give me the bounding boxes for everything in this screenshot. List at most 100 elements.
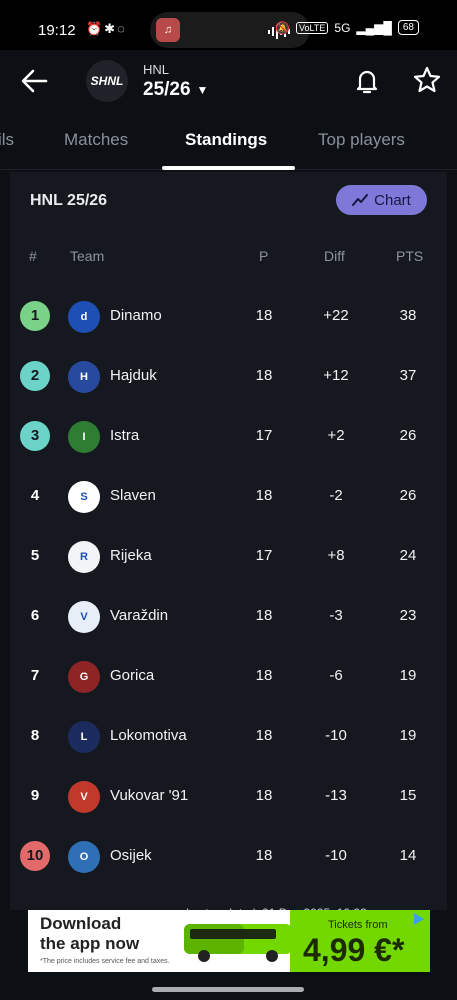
played-value: 18: [255, 667, 273, 684]
points-value: 14: [399, 847, 417, 864]
table-row[interactable]: 5 R Rijeka 17 +8 24: [10, 525, 447, 585]
tab-standings[interactable]: Standings: [185, 130, 268, 149]
table-row[interactable]: 7 G Gorica 18 -6 19: [10, 645, 447, 705]
standings-title: HNL 25/26: [30, 192, 108, 209]
played-value: 18: [255, 727, 273, 744]
status-time: 19:12: [38, 22, 76, 39]
position-badge: 1: [20, 301, 50, 331]
diff-value: +8: [327, 547, 345, 564]
lokomotiva-crest-icon: L: [68, 721, 100, 753]
tab-bar: ils Matches Standings Top players: [0, 112, 457, 170]
played-value: 17: [255, 547, 273, 564]
league-logo: SHNL: [86, 60, 128, 102]
played-value: 18: [255, 367, 273, 384]
back-arrow-icon[interactable]: [18, 64, 52, 98]
team-name: Dinamo: [110, 307, 162, 324]
chart-button-label: Chart: [374, 191, 411, 209]
position-badge: 10: [20, 841, 50, 871]
dynamic-island: ♫: [150, 12, 310, 48]
bell-icon[interactable]: [352, 66, 382, 96]
played-value: 18: [255, 847, 273, 864]
table-row[interactable]: 6 V Varaždin 18 -3 23: [10, 585, 447, 645]
col-diff: Diff: [324, 248, 345, 264]
ad-banner[interactable]: Download the app now *The price includes…: [28, 910, 430, 972]
points-value: 26: [399, 427, 417, 444]
played-value: 18: [255, 307, 273, 324]
team-name: Varaždin: [110, 607, 169, 624]
position-badge: 3: [20, 421, 50, 451]
table-row[interactable]: 4 S Slaven 18 -2 26: [10, 465, 447, 525]
slaven-crest-icon: S: [68, 481, 100, 513]
points-value: 38: [399, 307, 417, 324]
played-value: 18: [255, 487, 273, 504]
network-label: 5G: [334, 20, 351, 35]
home-indicator[interactable]: [152, 987, 304, 992]
diff-value: -3: [329, 607, 343, 624]
table-header: # Team P Diff PTS: [10, 244, 447, 268]
status-right-icons: 🔕 VoLTE 5G ▂▄▆█ 68: [275, 20, 419, 35]
position-badge: 2: [20, 361, 50, 391]
diff-value: -10: [325, 847, 347, 864]
hajduk-crest-icon: H: [68, 361, 100, 393]
team-name: Rijeka: [110, 547, 152, 564]
team-name: Istra: [110, 427, 140, 444]
ad-fineprint: *The price includes service fee and taxe…: [40, 958, 170, 965]
col-pos: #: [29, 248, 37, 264]
table-row[interactable]: 10 O Osijek 18 -10 14: [10, 825, 447, 885]
table-row[interactable]: 1 d Dinamo 18 +22 38: [10, 285, 447, 345]
diff-value: -2: [329, 487, 343, 504]
table-row[interactable]: 9 V Vukovar '91 18 -13 15: [10, 765, 447, 825]
played-value: 18: [255, 607, 273, 624]
ad-headline: Download the app now: [40, 914, 139, 954]
app-header: SHNL HNL 25/26 ▼: [0, 50, 457, 112]
mute-icon: 🔕: [275, 20, 291, 35]
app-icon: ♫: [156, 18, 180, 42]
tab-top-players[interactable]: Top players: [318, 130, 405, 149]
table-row[interactable]: 3 I Istra 17 +2 26: [10, 405, 447, 465]
points-value: 19: [399, 667, 417, 684]
col-played: P: [259, 248, 269, 264]
league-code: HNL: [143, 62, 170, 77]
audio-wave-icon: [268, 23, 298, 39]
team-name: Lokomotiva: [110, 727, 187, 744]
team-name: Slaven: [110, 487, 156, 504]
status-left-icons: ⏰✱◌: [86, 21, 127, 36]
team-name: Osijek: [110, 847, 152, 864]
volte-badge: VoLTE: [296, 21, 329, 34]
star-icon[interactable]: [412, 65, 442, 95]
position-badge: 4: [30, 487, 40, 504]
points-value: 23: [399, 607, 417, 624]
played-value: 17: [255, 427, 273, 444]
tab-details[interactable]: ils: [0, 130, 15, 149]
points-value: 15: [399, 787, 417, 804]
points-value: 37: [399, 367, 417, 384]
col-team: Team: [70, 248, 105, 264]
signal-icon: ▂▄▆█: [356, 20, 392, 35]
dropdown-caret-icon: ▼: [196, 83, 209, 97]
adchoices-icon[interactable]: [412, 912, 426, 926]
table-row[interactable]: 2 H Hajduk 18 +12 37: [10, 345, 447, 405]
standings-rows: 1 d Dinamo 18 +22 38 2 H Hajduk 18 +12 3…: [10, 285, 447, 885]
team-name: Gorica: [110, 667, 155, 684]
team-name: Hajduk: [110, 367, 157, 384]
status-bar: 19:12 ⏰✱◌ ♫ 🔕 VoLTE 5G ▂▄▆█ 68: [0, 0, 457, 58]
position-badge: 9: [30, 787, 40, 804]
col-pts: PTS: [396, 248, 424, 264]
ad-headline-line2: the app now: [40, 934, 140, 953]
table-row[interactable]: 8 L Lokomotiva 18 -10 19: [10, 705, 447, 765]
vukovar-crest-icon: V: [68, 781, 100, 813]
tab-matches[interactable]: Matches: [64, 130, 129, 149]
osijek-crest-icon: O: [68, 841, 100, 873]
diff-value: +2: [327, 427, 345, 444]
diff-value: -6: [329, 667, 343, 684]
points-value: 19: [399, 727, 417, 744]
diff-value: +22: [323, 307, 349, 324]
varazdin-crest-icon: V: [68, 601, 100, 633]
season-selector[interactable]: 25/26 ▼: [143, 79, 208, 101]
chart-button[interactable]: Chart: [336, 185, 427, 215]
played-value: 18: [255, 787, 273, 804]
rijeka-crest-icon: R: [68, 541, 100, 573]
position-badge: 8: [30, 727, 40, 744]
istra-crest-icon: I: [68, 421, 100, 453]
position-badge: 6: [30, 607, 40, 624]
